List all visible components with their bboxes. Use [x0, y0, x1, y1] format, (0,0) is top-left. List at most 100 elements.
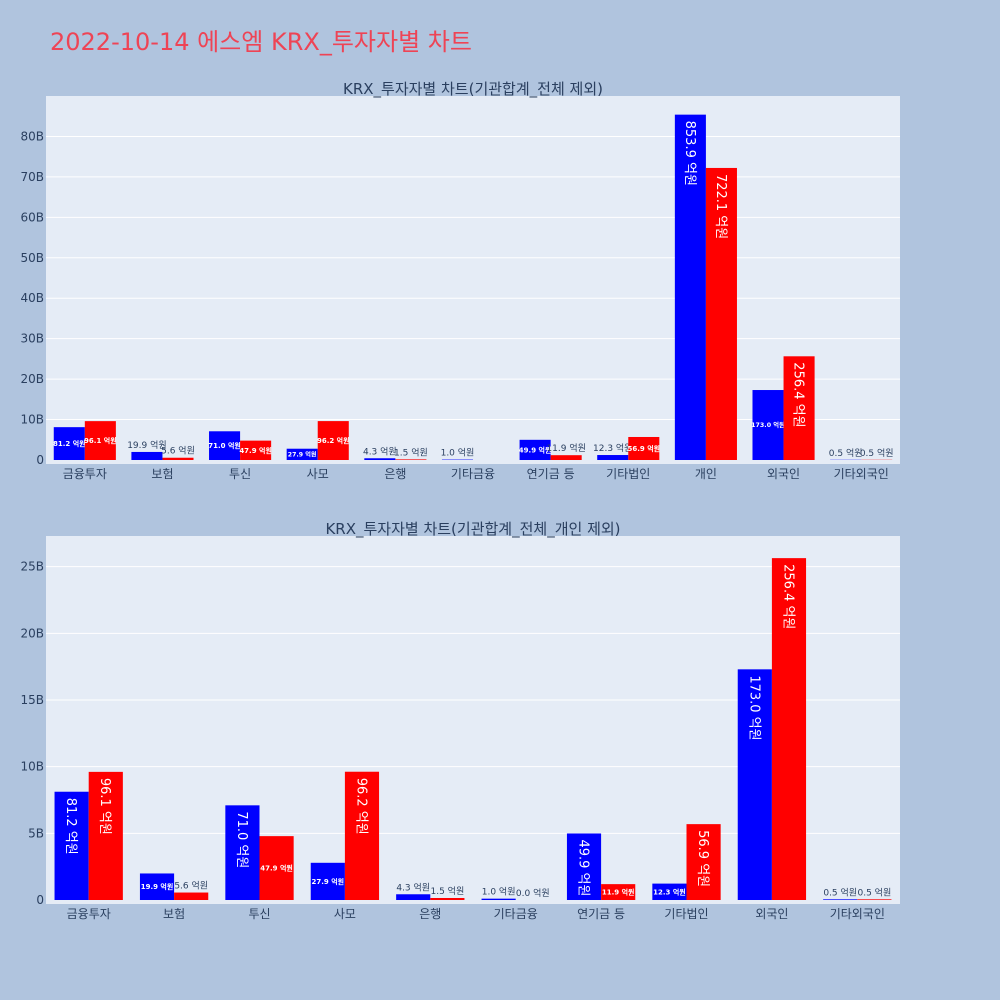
- bar: [88, 771, 123, 900]
- y-tick-label: 30B: [20, 332, 44, 346]
- bar: [686, 824, 721, 900]
- data-label: 256.4 억원: [780, 564, 795, 629]
- data-label: 71.0 억원: [208, 441, 241, 450]
- x-tick-label: 개인: [695, 467, 717, 481]
- bar: [674, 114, 706, 460]
- data-label: 722.1 억원: [713, 174, 728, 239]
- y-tick-label: 5B: [28, 826, 44, 840]
- x-tick-label: 기타법인: [664, 907, 708, 921]
- data-label: 11.9 억원: [546, 442, 585, 454]
- bar: [705, 167, 737, 460]
- data-label: 5.6 억원: [161, 445, 195, 457]
- x-tick-label: 기타법인: [606, 467, 650, 481]
- data-label: 19.9 억원: [141, 882, 174, 891]
- x-tick-label: 연기금 등: [577, 907, 625, 921]
- x-tick-label: 외국인: [767, 467, 800, 481]
- x-tick-label: 기타외국인: [830, 907, 885, 921]
- x-tick-label: 금융투자: [63, 467, 107, 481]
- data-label: 27.9 억원: [312, 877, 345, 886]
- data-label: 0.5 억원: [823, 886, 857, 898]
- bar: [857, 899, 892, 900]
- bar: [652, 883, 687, 900]
- data-label: 4.3 억원: [363, 445, 397, 457]
- y-tick-label: 15B: [20, 693, 44, 707]
- y-tick-label: 0: [36, 453, 44, 467]
- x-tick-label: 투신: [229, 467, 251, 481]
- data-label: 12.3 억원: [653, 887, 686, 896]
- bar: [131, 451, 163, 460]
- x-tick-label: 사모: [334, 907, 356, 921]
- data-label: 173.0 억원: [751, 420, 785, 429]
- data-label: 12.3 억원: [593, 442, 632, 454]
- bar: [84, 421, 116, 460]
- bar: [771, 558, 807, 900]
- bar: [752, 390, 784, 460]
- data-label: 27.9 억원: [288, 451, 317, 459]
- bar: [240, 440, 272, 460]
- bar: [628, 436, 660, 460]
- data-label: 4.3 억원: [396, 881, 430, 893]
- x-tick-label: 사모: [307, 467, 329, 481]
- data-label: 81.2 억원: [63, 798, 78, 855]
- bar: [317, 421, 349, 460]
- bar: [310, 862, 345, 900]
- y-tick-label: 0: [36, 893, 44, 907]
- y-tick-label: 40B: [20, 291, 44, 305]
- data-label: 1.5 억원: [394, 446, 428, 458]
- data-label: 96.2 억원: [317, 436, 350, 445]
- bar: [259, 836, 294, 900]
- data-label: 0.5 억원: [829, 447, 863, 459]
- bar: [566, 833, 602, 900]
- bar: [783, 356, 815, 460]
- x-tick-label: 외국인: [755, 907, 788, 921]
- x-tick-label: 은행: [384, 466, 406, 481]
- y-tick-label: 60B: [20, 210, 44, 224]
- data-label: 0.0 억원: [516, 887, 550, 899]
- data-label: 96.1 억원: [84, 436, 117, 445]
- bar: [54, 791, 89, 900]
- bar: [162, 457, 194, 460]
- x-tick-label: 기타외국인: [834, 467, 889, 481]
- x-tick-label: 금융투자: [67, 907, 111, 921]
- chart-title: KRX_투자자별 차트(기관합계_전체_개인 제외): [325, 520, 620, 539]
- data-label: 56.9 억원: [695, 830, 710, 887]
- x-tick-label: 기타금융: [451, 467, 495, 481]
- data-label: 49.9 억원: [519, 445, 552, 454]
- y-tick-label: 20B: [20, 626, 44, 640]
- data-label: 11.9 억원: [602, 888, 635, 897]
- data-label: 19.9 억원: [127, 439, 166, 451]
- bar: [430, 898, 465, 900]
- y-tick-label: 50B: [20, 251, 44, 265]
- bar: [344, 771, 380, 900]
- bar: [823, 899, 858, 900]
- bar: [550, 455, 582, 460]
- x-tick-label: 투신: [248, 907, 270, 921]
- bar: [597, 455, 629, 460]
- data-label: 47.9 억원: [260, 864, 293, 873]
- bar: [225, 805, 260, 900]
- data-label: 96.2 억원: [353, 778, 368, 835]
- data-label: 47.9 억원: [239, 446, 272, 455]
- page-title: 2022-10-14 에스엠 KRX_투자자별 차트: [50, 28, 472, 56]
- bar: [481, 898, 516, 900]
- x-tick-label: 보험: [151, 467, 173, 481]
- chart-title: KRX_투자자별 차트(기관합계_전체 제외): [343, 80, 603, 99]
- data-label: 1.0 억원: [482, 886, 516, 898]
- y-tick-label: 25B: [20, 560, 44, 574]
- chart-bottom: KRX_투자자별 차트(기관합계_전체_개인 제외) 0 5B 10B 15B 20B 25…: [20, 520, 900, 921]
- data-label: 853.9 억원: [682, 121, 697, 186]
- x-tick-label: 보험: [163, 907, 185, 921]
- y-tick-label: 20B: [20, 372, 44, 386]
- bar: [737, 669, 772, 900]
- bar: [601, 884, 636, 900]
- bar: [519, 439, 551, 460]
- bar: [395, 459, 427, 460]
- data-label: 81.2 억원: [53, 439, 86, 448]
- bar: [139, 873, 175, 900]
- data-label: 56.9 억원: [628, 444, 661, 453]
- data-label: 0.5 억원: [860, 447, 894, 459]
- data-label: 1.5 억원: [431, 885, 465, 897]
- data-label: 256.4 억원: [791, 362, 806, 427]
- bar: [364, 458, 396, 460]
